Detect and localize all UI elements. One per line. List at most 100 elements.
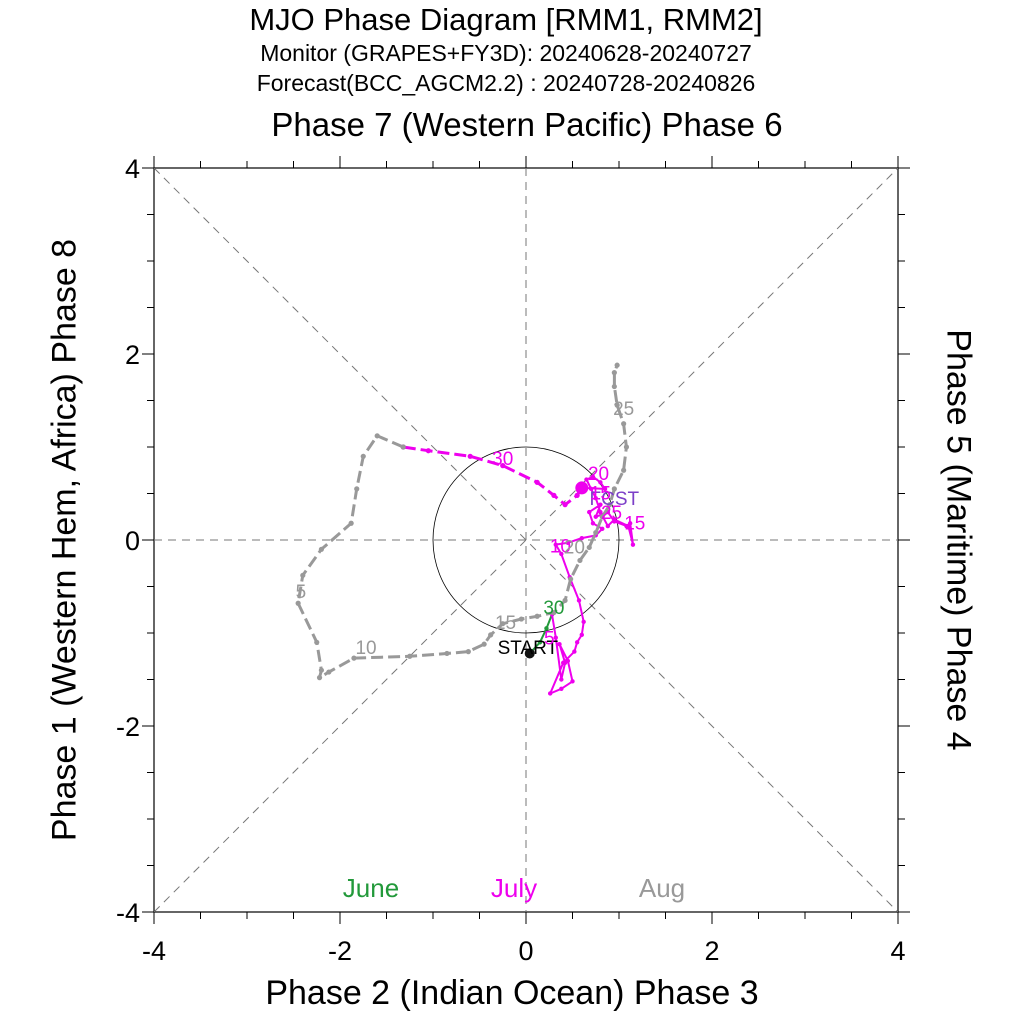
series-point (607, 502, 613, 508)
day-label: 10 (355, 638, 376, 659)
day-label: 15 (590, 484, 611, 505)
series-point (481, 641, 487, 647)
series-point (318, 546, 324, 552)
series-point (590, 474, 596, 479)
series-point (557, 641, 562, 647)
series-point (588, 486, 594, 492)
series-point (561, 660, 566, 665)
series-point (579, 632, 584, 638)
series-point (586, 544, 592, 551)
unit-circle (432, 446, 620, 634)
series-point (348, 520, 354, 526)
series-point (326, 669, 332, 675)
y-tick-label: -4 (116, 898, 140, 928)
series-point (544, 626, 549, 631)
series-point (570, 679, 575, 684)
series-point (360, 453, 366, 459)
day-label: 20 (588, 464, 609, 485)
series-point (295, 600, 301, 606)
series-point (547, 691, 553, 696)
series-point (562, 597, 568, 604)
series-point (621, 467, 627, 473)
x-tick-label: 2 (704, 936, 719, 966)
series-point (444, 650, 450, 657)
top-phase-label: Phase 7 (Western Pacific) Phase 6 (271, 106, 783, 143)
series-point (626, 523, 631, 529)
series-line-july (549, 475, 634, 695)
series-point (599, 514, 605, 520)
series-point (553, 635, 558, 640)
series-point (300, 572, 306, 578)
day-label: 5 (544, 629, 555, 650)
series-point (579, 535, 584, 541)
series-point (467, 453, 473, 459)
series-point (587, 509, 592, 515)
series-point (623, 444, 630, 450)
series-point (488, 632, 494, 638)
day-label: 15 (624, 513, 645, 534)
day-label: START (498, 638, 559, 659)
series-point (465, 649, 471, 655)
series-point (574, 492, 580, 498)
series-point (400, 444, 406, 450)
forecast-subtitle: Forecast(BCC_AGCM2.2) : 20240728-2024082… (256, 70, 756, 96)
month-legend-label: July (491, 873, 537, 903)
x-tick-label: 4 (890, 936, 905, 966)
series-point (351, 655, 357, 661)
series-point (581, 619, 586, 625)
series-point (374, 433, 380, 439)
series-point (553, 542, 558, 547)
series-point (551, 609, 557, 616)
series-point (598, 509, 603, 515)
series-point (559, 686, 564, 691)
series-point (593, 495, 598, 501)
y-tick-label: 2 (125, 340, 140, 370)
series-point (500, 621, 506, 627)
bottom-phase-label: Phase 2 (Indian Ocean) Phase 3 (265, 974, 759, 1012)
series-point (518, 616, 524, 622)
series-point (593, 514, 598, 519)
series-point (407, 653, 413, 659)
series-point (598, 480, 603, 485)
series-point (611, 370, 617, 376)
series-point (354, 486, 360, 492)
x-tick-label: 0 (518, 936, 533, 966)
day-label: FCST (590, 489, 640, 510)
series-point (600, 526, 605, 532)
day-label: 20 (564, 538, 585, 559)
series-point (576, 598, 582, 603)
series-line-aug (296, 364, 628, 680)
day-label: 25 (601, 503, 622, 524)
series-point (559, 551, 564, 557)
series-point (614, 402, 620, 408)
diagonal-line (153, 167, 899, 913)
series-point (611, 383, 617, 390)
series-point (602, 486, 608, 492)
series-point (611, 486, 617, 492)
series-point (551, 492, 557, 498)
series-point (568, 576, 574, 582)
day-label: 25 (613, 399, 634, 420)
series-point (500, 463, 506, 469)
right-phase-label: Phase 5 (Maritime) Phase 4 (939, 329, 978, 751)
day-label: 15 (495, 613, 516, 634)
y-tick-label: 4 (125, 154, 140, 184)
series-point (598, 502, 603, 507)
month-legend-label: Aug (639, 873, 685, 903)
series-point (584, 477, 589, 482)
series-point (318, 667, 324, 673)
series-line-june (528, 614, 553, 655)
y-tick-label: -2 (116, 712, 140, 742)
x-tick-label: -4 (142, 936, 166, 966)
series-point (425, 448, 431, 454)
series-point (565, 540, 571, 545)
month-legend-label: June (343, 873, 399, 903)
day-label: 5 (296, 582, 307, 603)
series-point (574, 640, 580, 645)
chart-title: MJO Phase Diagram [RMM1, RMM2] (249, 2, 763, 37)
monitor-subtitle: Monitor (GRAPES+FY3D): 20240628-20240727 (260, 40, 752, 66)
day-label: 30 (492, 449, 513, 470)
series-point (537, 640, 543, 645)
start-marker (524, 648, 535, 659)
series-point (590, 521, 596, 526)
